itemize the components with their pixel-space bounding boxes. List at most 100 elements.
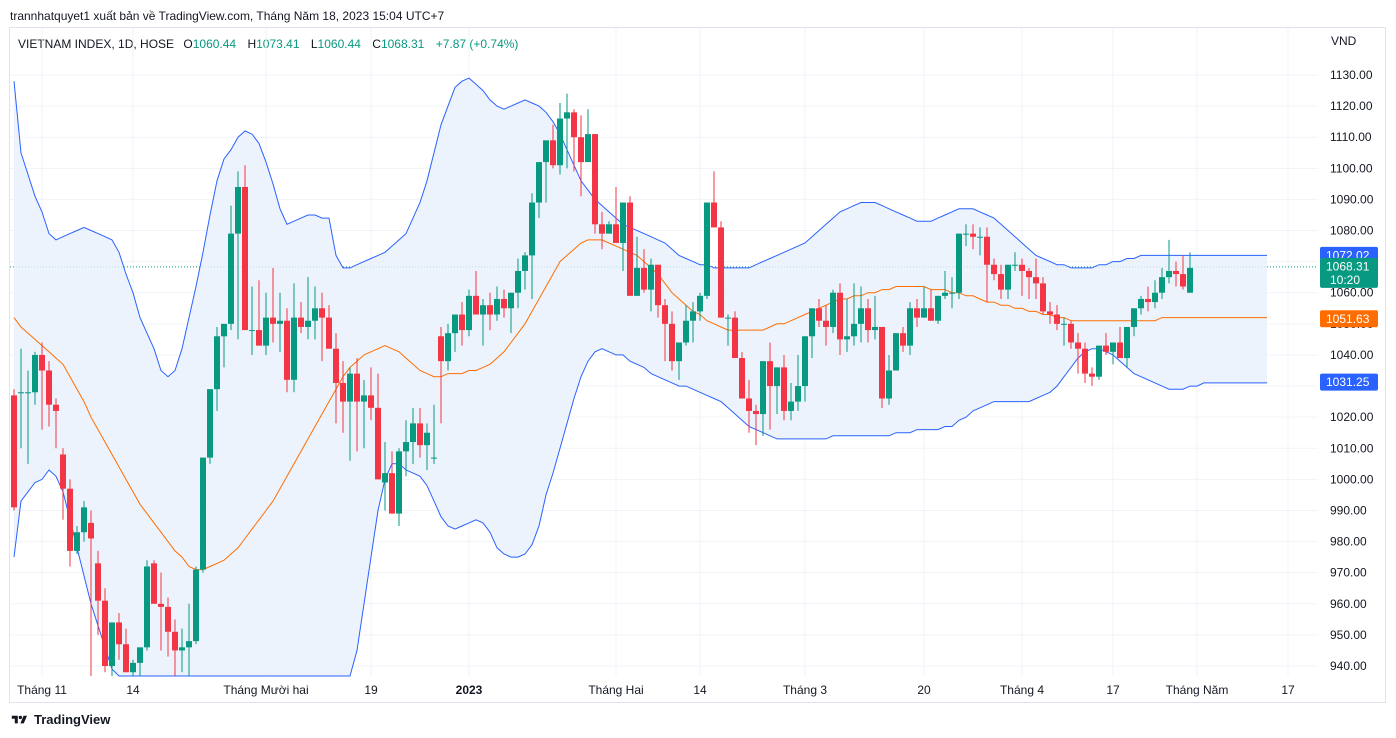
candle-body	[732, 317, 738, 359]
candle-body	[487, 305, 493, 315]
candle-body	[333, 348, 339, 383]
candle-body	[410, 423, 416, 443]
candle-body	[977, 236, 983, 238]
candle-body	[382, 473, 388, 483]
x-tick-label: Tháng Hai	[588, 683, 643, 697]
candle-body	[893, 333, 899, 371]
tradingview-logo-icon	[11, 715, 27, 723]
x-tick-label: Tháng 3	[783, 683, 827, 697]
candle-body	[1103, 345, 1109, 352]
y-tick-label: 1090.00	[1330, 192, 1374, 206]
candle-body	[550, 140, 556, 166]
candle-body	[564, 112, 570, 119]
candle-body	[256, 330, 262, 346]
candle-body	[473, 295, 479, 315]
x-tick-label: 20	[917, 683, 931, 697]
candle-body	[186, 641, 192, 648]
candle-body	[221, 323, 227, 337]
x-tick-label: 14	[693, 683, 707, 697]
y-tick-label: 1000.00	[1330, 472, 1374, 486]
candle-body	[543, 140, 549, 163]
y-tick-label: 960.00	[1330, 597, 1367, 611]
candle-body	[1187, 267, 1193, 293]
candle-body	[466, 295, 472, 331]
candle-body	[746, 398, 752, 411]
candle-body	[991, 264, 997, 275]
band-fill	[14, 78, 1267, 677]
candle-body	[417, 423, 423, 446]
candle-body	[795, 386, 801, 402]
candle-body	[389, 473, 395, 514]
candle-body	[81, 507, 87, 533]
candle-body	[1047, 311, 1053, 315]
candle-body	[158, 603, 164, 607]
candle-body	[109, 622, 115, 666]
candle-body	[228, 233, 234, 324]
candle-body	[725, 317, 731, 319]
candle-body	[1180, 274, 1186, 287]
candle-body	[249, 330, 255, 332]
candle-body	[634, 267, 640, 296]
candle-body	[11, 395, 17, 508]
price-label-countdown: 10:20	[1330, 273, 1360, 287]
candle-body	[1096, 345, 1102, 377]
candle-body	[235, 186, 241, 234]
x-tick-label: Tháng Năm	[1166, 683, 1229, 697]
candle-body	[32, 354, 38, 393]
candle-body	[879, 326, 885, 399]
candle-body	[284, 320, 290, 380]
symbol-title[interactable]: VIETNAM INDEX, 1D, HOSE	[18, 37, 175, 51]
candle-body	[935, 295, 941, 321]
footer-brand[interactable]: TradingView	[10, 712, 110, 727]
upper-band-line	[13, 77, 1267, 378]
x-tick-label: Tháng 4	[1000, 683, 1044, 697]
candle-body	[326, 317, 332, 349]
candle-body	[1152, 292, 1158, 303]
candle-body	[179, 647, 185, 651]
high-label: H	[247, 37, 257, 51]
candle-body	[1110, 342, 1116, 352]
y-tick-label: 1110.00	[1330, 130, 1372, 144]
y-tick-label: 940.00	[1330, 659, 1367, 673]
y-tick-label: 950.00	[1330, 628, 1367, 642]
candle-body	[305, 320, 311, 327]
currency-label: VND	[1331, 34, 1357, 48]
candle-body	[319, 308, 325, 318]
open-label: O	[183, 37, 193, 51]
price-axis[interactable]: 940.00 950.00 960.00 970.00 980.00 990.00 1000…	[1330, 68, 1374, 673]
candle-body	[529, 202, 535, 256]
candle-body	[571, 112, 577, 138]
candle-body	[130, 662, 136, 673]
candle-body	[1138, 298, 1144, 309]
candle-body	[858, 308, 864, 324]
candle-body	[39, 354, 45, 371]
time-axis[interactable]: Tháng 11 14 Tháng Mười hai 19 2023 Tháng Hai 1…	[17, 683, 1295, 697]
candle-body	[151, 563, 157, 604]
candle-body	[1026, 270, 1032, 278]
candle-body	[277, 320, 283, 324]
candle-body	[1012, 264, 1018, 266]
candle-body	[1068, 323, 1074, 343]
candle-body	[452, 314, 458, 334]
candle-body	[998, 274, 1004, 290]
candle-body	[872, 326, 878, 331]
candle-body	[970, 233, 976, 237]
candle-body	[781, 367, 787, 411]
footer-brand-text: TradingView	[34, 712, 111, 727]
y-tick-label: 970.00	[1330, 566, 1367, 580]
candle-body	[606, 224, 612, 234]
x-tick-label: 2023	[456, 683, 483, 697]
candle-body	[1124, 326, 1130, 359]
candle-body	[361, 395, 367, 402]
candle-body	[886, 370, 892, 399]
candle-body	[963, 233, 969, 235]
candle-body	[403, 442, 409, 452]
candle-body	[1117, 342, 1123, 359]
candle-body	[88, 522, 94, 539]
candle-body	[1089, 373, 1095, 377]
candle-body	[627, 202, 633, 296]
y-tick-label: 1080.00	[1330, 224, 1374, 238]
candle-body	[900, 333, 906, 346]
